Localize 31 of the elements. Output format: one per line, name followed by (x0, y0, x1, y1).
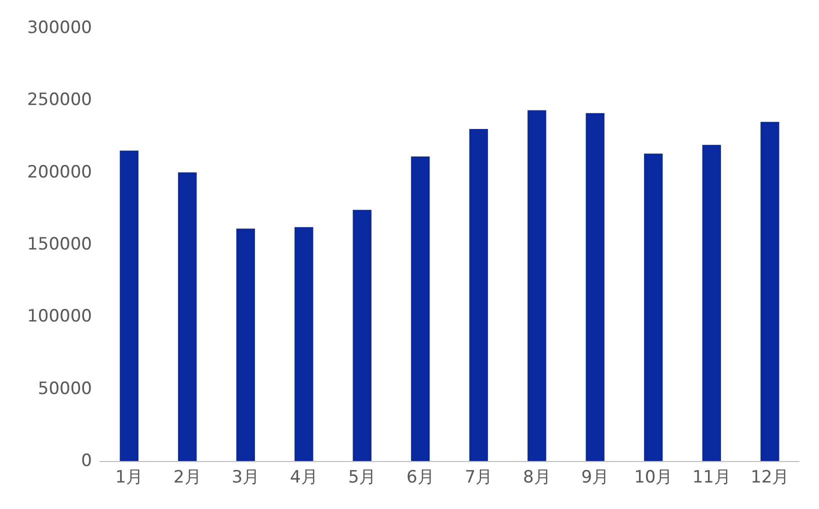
y-tick-label: 150000 (27, 234, 92, 254)
y-tick-label: 300000 (27, 18, 92, 38)
bar (469, 129, 488, 461)
x-tick-label: 8月 (522, 468, 551, 488)
bar (528, 110, 546, 461)
bar (586, 113, 604, 461)
y-tick-label: 0 (81, 451, 92, 471)
x-tick-label: 12月 (750, 468, 790, 488)
x-tick-label: 6月 (406, 468, 434, 488)
bar (644, 154, 663, 461)
bar (760, 122, 780, 461)
bar (294, 227, 314, 461)
bar (178, 172, 197, 461)
bar (411, 156, 430, 461)
bar (236, 228, 255, 461)
bar (352, 210, 372, 461)
x-tick-label: 2月 (173, 468, 202, 488)
y-tick-label: 200000 (27, 162, 92, 182)
x-tick-label: 11月 (692, 468, 731, 488)
x-tick-label: 10月 (634, 468, 673, 488)
y-tick-label: 100000 (27, 306, 92, 327)
x-tick-label: 5月 (348, 468, 376, 488)
x-tick-label: 1月 (115, 468, 144, 488)
x-tick-label: 3月 (232, 468, 260, 488)
x-tick-label: 4月 (290, 468, 318, 488)
x-tick-label: 7月 (464, 468, 493, 488)
y-tick-label: 250000 (27, 90, 92, 110)
bar (702, 144, 721, 461)
bar (120, 150, 138, 461)
y-tick-label: 50000 (38, 378, 92, 399)
x-tick-label: 9月 (581, 468, 610, 488)
